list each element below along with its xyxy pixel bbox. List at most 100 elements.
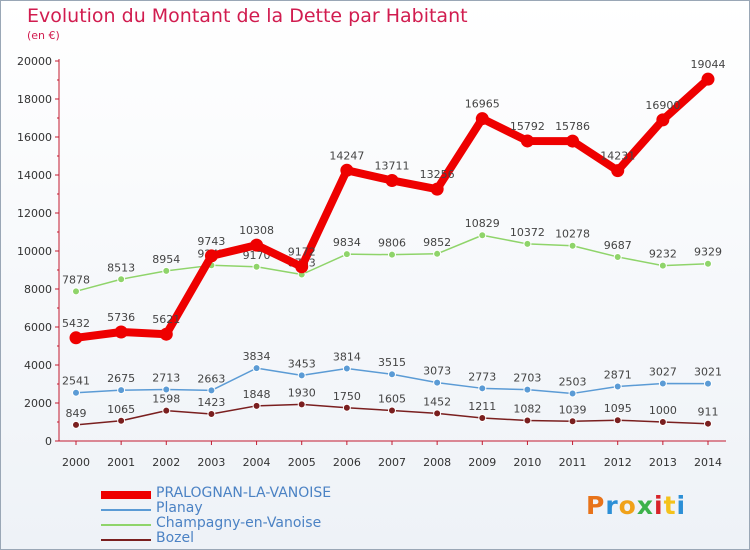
data-point-planay bbox=[297, 371, 306, 380]
y-tick-label: 16000 bbox=[17, 131, 52, 144]
data-point-pralognan-la-vanoise bbox=[566, 134, 580, 148]
data-point-planay bbox=[658, 379, 667, 388]
data-label-bozel: 1211 bbox=[468, 400, 496, 413]
data-label-bozel: 1452 bbox=[423, 395, 451, 408]
data-point-planay bbox=[72, 388, 80, 397]
legend-label: Champagny-en-Vanoise bbox=[156, 515, 322, 531]
legend-swatch bbox=[101, 524, 151, 526]
data-point-pralognan-la-vanoise bbox=[114, 325, 128, 339]
y-tick-label: 8000 bbox=[24, 283, 52, 296]
data-label-pralognan-la-vanoise: 15792 bbox=[510, 120, 545, 133]
data-label-pralognan-la-vanoise: 5736 bbox=[107, 311, 135, 324]
data-point-champagny-en-vanoise bbox=[252, 262, 261, 271]
y-tick-label: 2000 bbox=[24, 397, 52, 410]
data-point-bozel bbox=[252, 401, 261, 410]
x-tick-label: 2014 bbox=[694, 456, 722, 469]
data-label-champagny-en-vanoise: 8513 bbox=[107, 261, 135, 274]
x-tick-label: 2007 bbox=[378, 456, 406, 469]
data-point-pralognan-la-vanoise bbox=[340, 163, 354, 177]
data-point-bozel bbox=[72, 420, 80, 429]
data-label-champagny-en-vanoise: 9852 bbox=[423, 236, 451, 249]
x-tick-label: 2004 bbox=[243, 456, 271, 469]
y-tick-label: 6000 bbox=[24, 321, 52, 334]
x-tick-label: 2000 bbox=[62, 456, 90, 469]
data-label-champagny-en-vanoise: 9687 bbox=[604, 239, 632, 252]
x-tick-label: 2010 bbox=[513, 456, 541, 469]
y-tick-label: 12000 bbox=[17, 207, 52, 220]
y-tick-label: 18000 bbox=[17, 93, 52, 106]
data-label-planay: 3515 bbox=[378, 356, 406, 369]
data-point-planay bbox=[162, 385, 171, 394]
logo-letter: r bbox=[605, 491, 619, 520]
logo-letter: t bbox=[663, 491, 677, 520]
legend-swatch bbox=[101, 491, 151, 499]
data-label-bozel: 911 bbox=[698, 406, 719, 419]
data-label-pralognan-la-vanoise: 9172 bbox=[288, 246, 316, 259]
data-point-planay bbox=[433, 378, 442, 387]
data-label-pralognan-la-vanoise: 19044 bbox=[691, 58, 726, 71]
data-point-pralognan-la-vanoise bbox=[520, 134, 534, 148]
data-point-planay bbox=[613, 382, 622, 391]
data-label-pralognan-la-vanoise: 15786 bbox=[555, 120, 590, 133]
data-label-planay: 2541 bbox=[62, 375, 90, 388]
data-label-planay: 2871 bbox=[604, 368, 632, 381]
legend-label: Planay bbox=[156, 500, 203, 516]
data-label-planay: 2703 bbox=[513, 372, 541, 385]
data-label-champagny-en-vanoise: 9806 bbox=[378, 237, 406, 250]
data-point-bozel bbox=[523, 416, 532, 425]
data-point-bozel bbox=[568, 417, 577, 426]
data-label-planay: 3834 bbox=[243, 350, 271, 363]
data-label-champagny-en-vanoise: 7878 bbox=[62, 273, 90, 286]
data-label-bozel: 1000 bbox=[649, 404, 677, 417]
data-point-pralognan-la-vanoise bbox=[385, 173, 399, 187]
data-point-bozel bbox=[297, 400, 306, 409]
y-tick-label: 14000 bbox=[17, 169, 52, 182]
data-point-bozel bbox=[388, 406, 396, 415]
y-tick-label: 4000 bbox=[24, 359, 52, 372]
data-point-champagny-en-vanoise bbox=[704, 259, 712, 268]
data-label-planay: 3814 bbox=[333, 351, 361, 364]
data-label-planay: 2675 bbox=[107, 372, 135, 385]
data-point-planay bbox=[117, 386, 126, 395]
data-point-champagny-en-vanoise bbox=[568, 241, 577, 250]
data-point-champagny-en-vanoise bbox=[117, 275, 126, 284]
data-point-bozel bbox=[704, 419, 712, 428]
data-label-pralognan-la-vanoise: 14231 bbox=[600, 150, 635, 163]
data-point-planay bbox=[478, 384, 487, 393]
logo-letter: x bbox=[636, 491, 654, 520]
data-point-bozel bbox=[433, 409, 442, 418]
data-label-pralognan-la-vanoise: 5621 bbox=[152, 313, 180, 326]
data-label-champagny-en-vanoise: 8954 bbox=[152, 253, 180, 266]
data-point-bozel bbox=[478, 413, 487, 422]
data-point-pralognan-la-vanoise bbox=[701, 72, 715, 86]
y-tick-label: 0 bbox=[45, 435, 52, 448]
data-point-pralognan-la-vanoise bbox=[204, 249, 218, 263]
data-label-bozel: 1065 bbox=[107, 403, 135, 416]
x-tick-label: 2003 bbox=[197, 456, 225, 469]
data-label-planay: 3073 bbox=[423, 365, 451, 378]
logo-letter: o bbox=[618, 491, 637, 520]
data-label-champagny-en-vanoise: 9329 bbox=[694, 246, 722, 259]
data-point-planay bbox=[252, 364, 261, 373]
data-point-planay bbox=[568, 389, 577, 398]
data-label-planay: 2503 bbox=[559, 375, 587, 388]
data-point-bozel bbox=[117, 416, 126, 425]
data-label-champagny-en-vanoise: 9232 bbox=[649, 248, 677, 261]
logo-letter: i bbox=[654, 491, 664, 520]
data-point-planay bbox=[388, 370, 396, 379]
data-label-champagny-en-vanoise: 9834 bbox=[333, 236, 361, 249]
data-label-pralognan-la-vanoise: 9743 bbox=[197, 235, 225, 248]
data-point-champagny-en-vanoise bbox=[523, 239, 532, 248]
x-tick-label: 2001 bbox=[107, 456, 135, 469]
data-point-pralognan-la-vanoise bbox=[656, 113, 670, 127]
data-point-pralognan-la-vanoise bbox=[250, 238, 264, 252]
data-point-planay bbox=[342, 364, 351, 373]
data-point-pralognan-la-vanoise bbox=[475, 112, 489, 126]
data-point-pralognan-la-vanoise bbox=[295, 260, 309, 274]
data-label-planay: 2773 bbox=[468, 370, 496, 383]
data-point-pralognan-la-vanoise bbox=[69, 331, 83, 345]
data-label-planay: 3453 bbox=[288, 357, 316, 370]
chart-title: Evolution du Montant de la Dette par Hab… bbox=[27, 5, 468, 27]
